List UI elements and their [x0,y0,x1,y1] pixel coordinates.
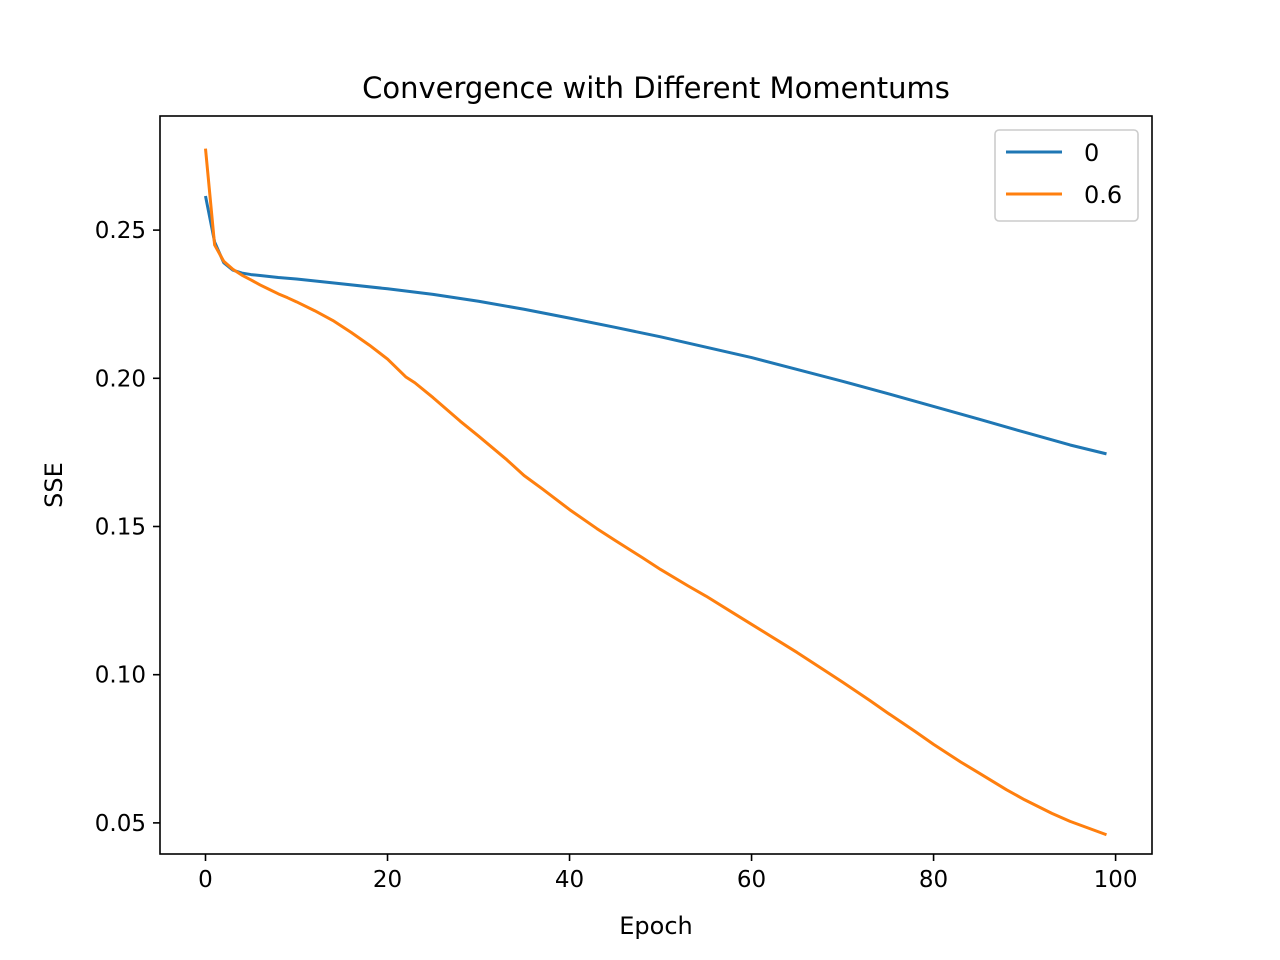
y-tick-label: 0.15 [95,514,146,540]
legend-label-0: 0 [1084,139,1099,167]
series-layer [204,148,1108,837]
y-tick-label: 0.20 [95,366,146,392]
axes-layer: 0 20 40 60 80 100 0.05 0.10 0.15 0.20 0.25 [95,218,1138,893]
y-tick-label: 0.05 [95,811,146,837]
y-tick-label: 0.10 [95,663,146,689]
y-tick-label: 0.25 [95,218,146,244]
series-line-0 [204,195,1107,456]
x-tick-label: 60 [737,867,766,893]
x-tick-label: 40 [555,867,584,893]
x-tick-label: 0 [198,867,213,893]
chart-title: Convergence with Different Momentums [362,71,950,105]
x-tick-label: 80 [919,867,948,893]
legend: 00.6 [994,129,1139,222]
x-tick-label: 20 [373,867,402,893]
legend-label-1: 0.6 [1084,181,1122,209]
x-axis-label: Epoch [619,912,693,940]
series-line-1 [204,148,1108,837]
x-tick-label: 100 [1094,867,1138,893]
plot-frame [159,115,1153,855]
y-axis-label: SSE [40,462,68,508]
